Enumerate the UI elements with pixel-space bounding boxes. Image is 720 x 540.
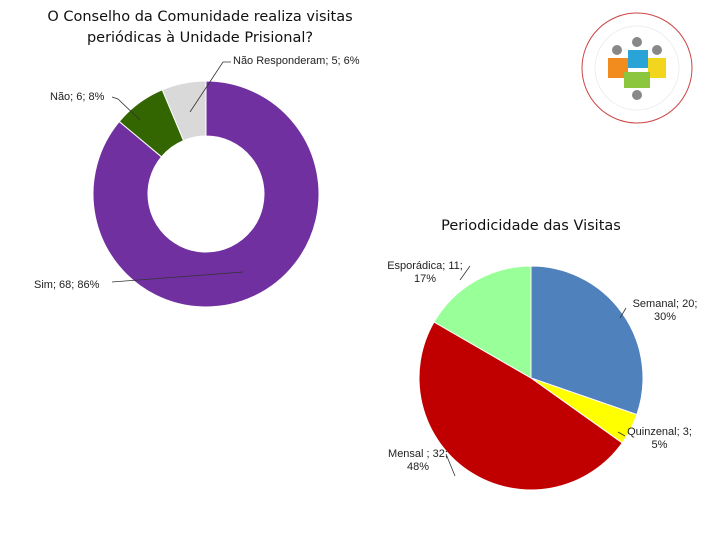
slice bbox=[161, 80, 207, 142]
leader-line bbox=[445, 453, 456, 477]
leader-line bbox=[189, 61, 231, 113]
slice bbox=[530, 265, 644, 416]
leader-line bbox=[111, 271, 244, 283]
slice bbox=[92, 80, 320, 308]
leader-line bbox=[617, 431, 626, 437]
data-label: Quinzenal; 3; 5% bbox=[627, 426, 692, 451]
slice bbox=[418, 321, 623, 491]
data-label: Sim; 68; 86% bbox=[34, 279, 100, 291]
logo bbox=[581, 12, 693, 124]
data-label: Mensal ; 32; 48% bbox=[388, 448, 448, 473]
data-label: Esporádica; 11; 17% bbox=[387, 260, 463, 285]
data-label: Semanal; 20; 30% bbox=[632, 298, 698, 323]
leader-line bbox=[459, 265, 471, 281]
chart-title: O Conselho da Comunidade realiza visitas… bbox=[47, 9, 353, 46]
data-label: Não; 6; 8% bbox=[50, 91, 105, 103]
data-label: Não Responderam; 5; 6% bbox=[233, 55, 360, 67]
chart-title: Periodicidade das Visitas bbox=[441, 218, 621, 234]
leader-line bbox=[111, 96, 141, 121]
slice bbox=[433, 265, 532, 379]
leader-line bbox=[619, 307, 627, 319]
